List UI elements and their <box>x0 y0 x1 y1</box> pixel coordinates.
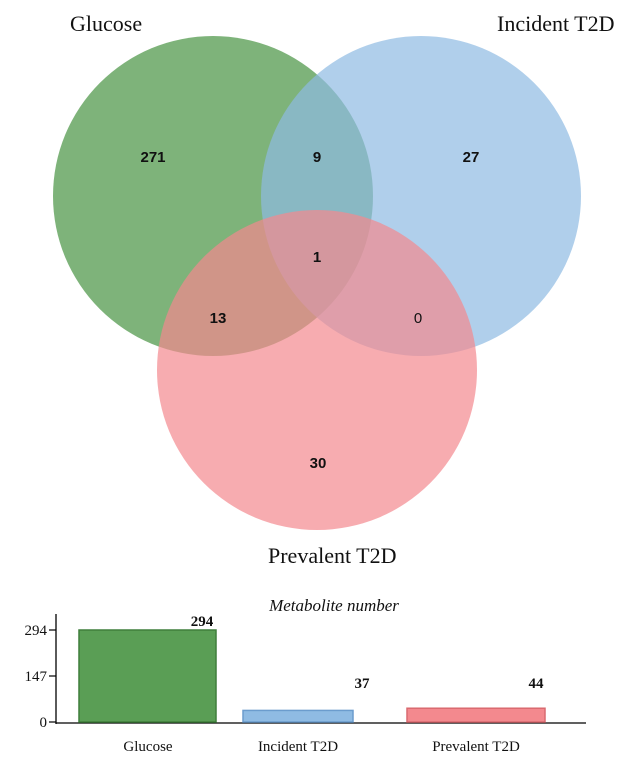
bar-value-label: 44 <box>529 676 545 692</box>
incident-only-count: 27 <box>463 149 480 166</box>
category-label: Incident T2D <box>258 739 338 755</box>
incident-t2d-set-label: Incident T2D <box>497 11 615 36</box>
glucose-prevalent-count: 13 <box>210 310 227 327</box>
bar <box>242 709 354 723</box>
all-three-count: 1 <box>313 249 321 266</box>
y-tick-label: 147 <box>25 669 48 685</box>
bar <box>406 707 546 723</box>
metabolite-bar-chart: Metabolite number 0 147 294 294 Glucose 37 In… <box>25 596 586 755</box>
y-ticks: 0 147 294 <box>25 623 56 731</box>
bar <box>78 629 217 723</box>
prevalent-only-count: 30 <box>310 455 327 472</box>
glucose-incident-count: 9 <box>313 149 321 166</box>
y-tick-label: 0 <box>40 715 48 731</box>
prevalent-t2d-circle <box>157 210 477 530</box>
bars: 294 Glucose 37 Incident T2D 44 Prevalent T2D <box>78 614 546 755</box>
bar-chart-title: Metabolite number <box>268 596 399 615</box>
y-tick-label: 294 <box>25 623 48 639</box>
category-label: Prevalent T2D <box>432 739 520 755</box>
category-label: Glucose <box>123 739 172 755</box>
prevalent-t2d-set-label: Prevalent T2D <box>268 543 397 568</box>
venn-diagram: Glucose Incident T2D Prevalent T2D 271 9… <box>53 11 615 568</box>
bar-value-label: 37 <box>355 676 371 692</box>
glucose-set-label: Glucose <box>70 11 142 36</box>
glucose-only-count: 271 <box>140 149 165 166</box>
bar-value-label: 294 <box>191 614 214 630</box>
incident-prevalent-count: 0 <box>414 310 422 327</box>
